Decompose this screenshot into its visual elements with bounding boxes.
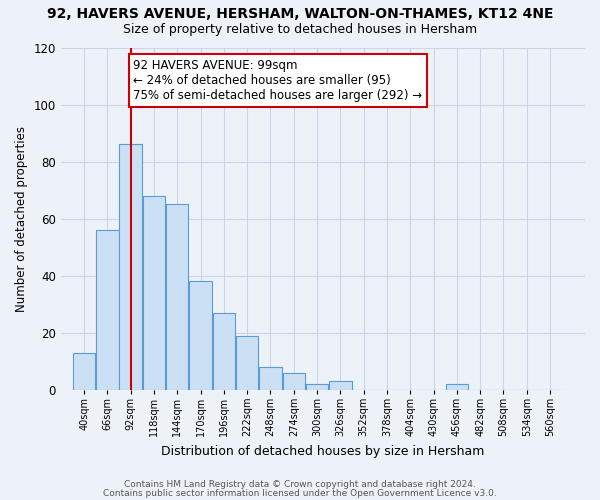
Bar [236, 336, 259, 390]
Bar [306, 384, 328, 390]
Bar [73, 352, 95, 390]
Bar [329, 381, 352, 390]
X-axis label: Distribution of detached houses by size in Hersham: Distribution of detached houses by size … [161, 444, 485, 458]
Text: 92 HAVERS AVENUE: 99sqm
← 24% of detached houses are smaller (95)
75% of semi-de: 92 HAVERS AVENUE: 99sqm ← 24% of detache… [133, 59, 422, 102]
Bar [190, 282, 212, 390]
Bar [96, 230, 119, 390]
Text: 92, HAVERS AVENUE, HERSHAM, WALTON-ON-THAMES, KT12 4NE: 92, HAVERS AVENUE, HERSHAM, WALTON-ON-TH… [47, 8, 553, 22]
Bar [446, 384, 468, 390]
Bar [259, 367, 281, 390]
Text: Size of property relative to detached houses in Hersham: Size of property relative to detached ho… [123, 22, 477, 36]
Y-axis label: Number of detached properties: Number of detached properties [15, 126, 28, 312]
Text: Contains public sector information licensed under the Open Government Licence v3: Contains public sector information licen… [103, 488, 497, 498]
Bar [119, 144, 142, 390]
Text: Contains HM Land Registry data © Crown copyright and database right 2024.: Contains HM Land Registry data © Crown c… [124, 480, 476, 489]
Bar [283, 372, 305, 390]
Bar [166, 204, 188, 390]
Bar [143, 196, 165, 390]
Bar [212, 312, 235, 390]
